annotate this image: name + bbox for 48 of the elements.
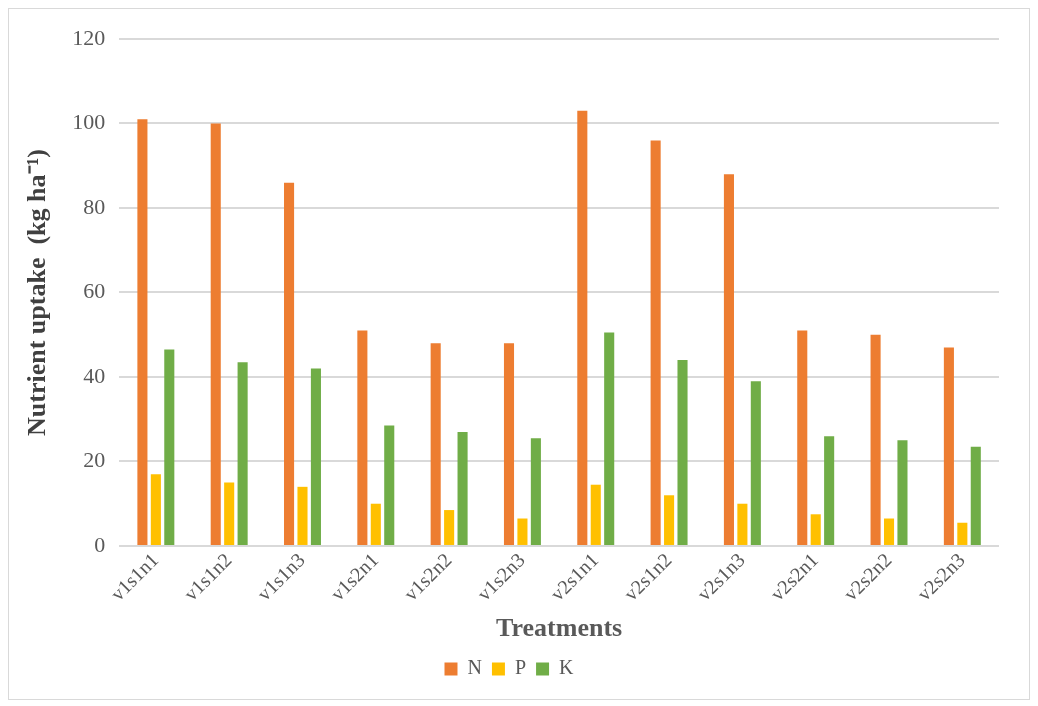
bar xyxy=(530,438,541,545)
bar xyxy=(750,381,761,545)
bar xyxy=(664,495,675,545)
y-tick-label: 60 xyxy=(83,278,106,304)
bar xyxy=(150,474,161,545)
bar xyxy=(723,174,734,545)
bar xyxy=(883,518,895,545)
bar xyxy=(943,347,954,545)
y-tick-label: 20 xyxy=(83,447,106,473)
y-tick-label: 0 xyxy=(94,531,106,557)
bar xyxy=(590,484,601,545)
bar xyxy=(503,343,515,545)
bar xyxy=(457,431,468,545)
y-tick-label: 120 xyxy=(72,24,106,50)
x-axis-title: Treatments xyxy=(496,613,623,643)
legend-label: N xyxy=(467,656,482,679)
y-tick-label: 80 xyxy=(83,193,106,219)
bar xyxy=(237,362,248,545)
y-axis-title: Nutrient uptake (kg ha⁻¹) xyxy=(22,149,52,436)
bar xyxy=(650,140,661,545)
bar xyxy=(957,522,968,545)
bar xyxy=(677,360,688,545)
bar xyxy=(370,503,381,545)
y-tick-label: 100 xyxy=(72,109,106,135)
bar xyxy=(737,503,748,545)
legend-label: P xyxy=(514,656,527,679)
bar xyxy=(810,514,821,545)
bar xyxy=(970,446,981,545)
bar xyxy=(210,123,221,545)
bar xyxy=(897,440,908,545)
bar xyxy=(137,119,148,545)
bar xyxy=(284,182,295,545)
bar xyxy=(164,349,175,545)
bar xyxy=(577,110,588,545)
bar xyxy=(224,482,235,545)
bar xyxy=(444,510,455,545)
bar xyxy=(297,486,308,545)
bar xyxy=(384,425,395,545)
bar xyxy=(517,518,528,545)
bar xyxy=(797,330,808,545)
legend-label: K xyxy=(559,656,575,679)
bar xyxy=(604,332,615,545)
y-tick-label: 40 xyxy=(83,362,106,388)
bar xyxy=(357,330,368,545)
bar xyxy=(430,343,441,545)
bar xyxy=(824,436,835,545)
bar xyxy=(310,368,321,545)
bar xyxy=(870,334,881,545)
